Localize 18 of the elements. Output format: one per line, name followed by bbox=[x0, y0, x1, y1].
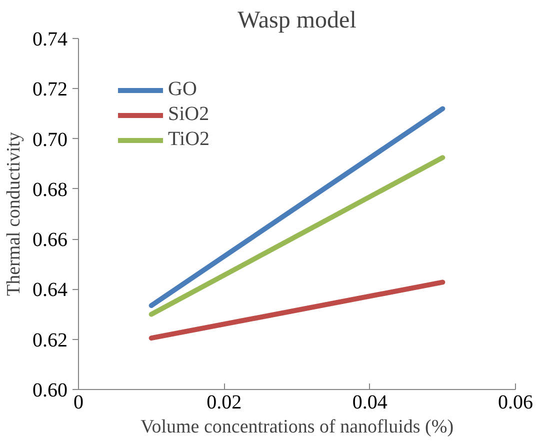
x-axis-title: Volume concentrations of nanofluids (%) bbox=[140, 416, 454, 438]
y-tick-label: 0.60 bbox=[32, 380, 68, 402]
y-tick-label: 0.62 bbox=[32, 329, 68, 352]
x-tick-label: 0 bbox=[74, 392, 84, 414]
x-tick-label: 0.02 bbox=[206, 392, 242, 414]
y-tick-label: 0.74 bbox=[32, 28, 68, 50]
y-tick-label: 0.66 bbox=[32, 229, 68, 252]
chart-title: Wasp model bbox=[238, 8, 357, 34]
y-tick-label: 0.70 bbox=[32, 128, 68, 151]
legend-label: GO bbox=[168, 78, 197, 101]
y-tick-label: 0.72 bbox=[32, 78, 68, 101]
legend-label: TiO2 bbox=[168, 128, 210, 151]
y-tick-label: 0.68 bbox=[32, 178, 68, 201]
x-tick-label: 0.06 bbox=[498, 392, 533, 414]
y-tick-label: 0.64 bbox=[32, 279, 68, 302]
y-axis-title: Thermal conductivity bbox=[4, 131, 24, 296]
x-tick-label: 0.04 bbox=[352, 392, 388, 414]
legend-label: SiO2 bbox=[168, 103, 210, 126]
